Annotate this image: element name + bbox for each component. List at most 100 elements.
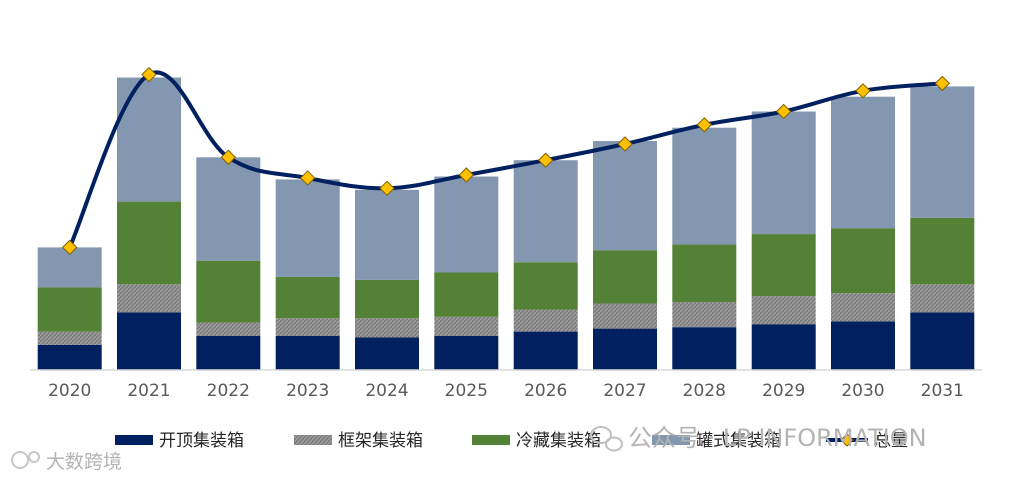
x-tick-label-2029: 2029 <box>762 381 805 401</box>
x-tick-label-2022: 2022 <box>207 381 250 401</box>
x-tick-label-2027: 2027 <box>603 381 646 401</box>
legend-label-1: 框架集装箱 <box>338 431 423 451</box>
line-layer <box>61 66 951 256</box>
bar-2030-series-0 <box>831 321 895 371</box>
legend-item-4: 总量 <box>826 431 908 451</box>
legend-item-1: 框架集装箱 <box>294 431 423 451</box>
legend-swatch-0 <box>115 435 153 445</box>
total-marker-2026 <box>537 152 554 168</box>
legend-item-0: 开顶集装箱 <box>115 431 244 451</box>
total-marker-2029 <box>775 103 792 120</box>
legend-item-2: 冷藏集装箱 <box>472 431 601 451</box>
x-tick-label-2025: 2025 <box>445 381 488 401</box>
x-tick-label-2026: 2026 <box>524 381 567 401</box>
bar-2025-series-3 <box>434 176 499 273</box>
bar-2026-series-2 <box>513 262 578 310</box>
bar-2024-series-2 <box>355 279 419 319</box>
bar-stack-2031 <box>910 86 975 370</box>
bar-stack-2021 <box>117 77 181 370</box>
x-tick-label-2024: 2024 <box>365 381 408 401</box>
bar-2024-series-1 <box>355 318 419 338</box>
bar-2026-series-1 <box>513 309 578 332</box>
bar-2031-series-3 <box>910 86 975 218</box>
bar-stack-2022 <box>196 157 261 370</box>
total-marker-2031 <box>934 75 951 92</box>
bar-2022-series-0 <box>196 336 261 370</box>
wechat-icon <box>590 426 623 452</box>
bar-2026-series-3 <box>513 160 578 263</box>
bar-2029-series-0 <box>751 324 816 370</box>
bar-2025-series-2 <box>434 272 499 317</box>
total-marker-2023 <box>299 170 316 186</box>
bar-2027-series-1 <box>593 303 657 329</box>
bar-2025-series-0 <box>434 336 499 370</box>
x-tick-label-2028: 2028 <box>683 381 726 401</box>
total-marker-2030 <box>855 83 871 99</box>
x-tick-label-2030: 2030 <box>841 381 884 401</box>
bar-2022-series-2 <box>196 260 261 323</box>
bar-2030-series-3 <box>831 96 895 229</box>
legend-label-4: 总量 <box>874 431 908 451</box>
bar-2028-series-0 <box>672 327 737 370</box>
total-marker-2028 <box>696 117 713 133</box>
bar-stack-2024 <box>355 189 419 370</box>
bar-2028-series-2 <box>672 244 737 302</box>
bar-2024-series-3 <box>355 189 419 280</box>
bar-2027-series-2 <box>593 250 657 304</box>
bar-stack-2025 <box>434 176 499 370</box>
bar-2020-series-0 <box>37 344 102 370</box>
watermark-bottom-left: 大数跨境 <box>46 451 122 473</box>
bar-2029-series-3 <box>751 111 816 235</box>
legend-swatch-2 <box>472 435 510 445</box>
bar-stack-2029 <box>751 111 816 370</box>
bar-2028-series-1 <box>672 302 737 328</box>
bar-2027-series-0 <box>593 328 657 370</box>
total-marker-2022 <box>220 149 237 165</box>
legend: 开顶集装箱 框架集装箱 冷藏集装箱 罐式集装箱 总量 <box>115 431 908 451</box>
bar-2021-series-3 <box>117 77 181 202</box>
bar-2031-series-0 <box>910 312 975 370</box>
total-marker-2025 <box>458 167 475 183</box>
bar-stack-2020 <box>37 247 102 370</box>
bar-2025-series-1 <box>434 316 499 336</box>
bar-2022-series-3 <box>196 157 261 261</box>
total-marker-2021 <box>141 66 157 83</box>
bar-2020-series-2 <box>37 287 102 332</box>
bar-2028-series-3 <box>672 127 737 245</box>
total-marker-2024 <box>379 180 395 197</box>
x-tick-label-2021: 2021 <box>127 381 170 401</box>
bar-2031-series-2 <box>910 217 975 285</box>
bar-2021-series-1 <box>117 284 181 313</box>
legend-label-2: 冷藏集装箱 <box>516 431 601 451</box>
bar-2024-series-0 <box>355 337 419 370</box>
bar-2031-series-1 <box>910 284 975 313</box>
legend-swatch-1 <box>294 435 332 445</box>
bar-2021-series-0 <box>117 312 181 370</box>
bar-2026-series-0 <box>513 331 578 370</box>
total-marker-2020 <box>61 239 78 256</box>
watermark-logo-icon <box>11 451 40 469</box>
total-marker-2027 <box>617 136 633 152</box>
legend-label-3: 罐式集装箱 <box>696 431 781 451</box>
bar-2030-series-1 <box>831 293 895 322</box>
x-tick-labels: 2020 2021 2022 2023 2024 2025 2026 2027 2028 2029… <box>48 381 964 401</box>
bar-2029-series-2 <box>751 234 816 297</box>
bar-2023-series-0 <box>275 336 340 370</box>
x-tick-label-2023: 2023 <box>286 381 329 401</box>
bar-2027-series-3 <box>593 141 657 251</box>
x-tick-label-2020: 2020 <box>48 381 91 401</box>
bar-stack-2023 <box>275 179 340 370</box>
legend-swatch-3 <box>652 435 690 445</box>
bars-layer <box>37 77 975 371</box>
bar-2020-series-1 <box>37 331 102 345</box>
bar-2023-series-3 <box>275 179 340 277</box>
legend-label-0: 开顶集装箱 <box>159 431 244 451</box>
bar-stack-2026 <box>513 160 578 370</box>
bar-2021-series-2 <box>117 201 181 285</box>
bar-2030-series-2 <box>831 228 895 294</box>
watermark-bottom-right: 公众号 · LP INFORMATION <box>628 424 927 452</box>
watermarks: 大数跨境 公众号 · LP INFORMATION <box>11 424 927 473</box>
x-tick-label-2031: 2031 <box>921 381 964 401</box>
